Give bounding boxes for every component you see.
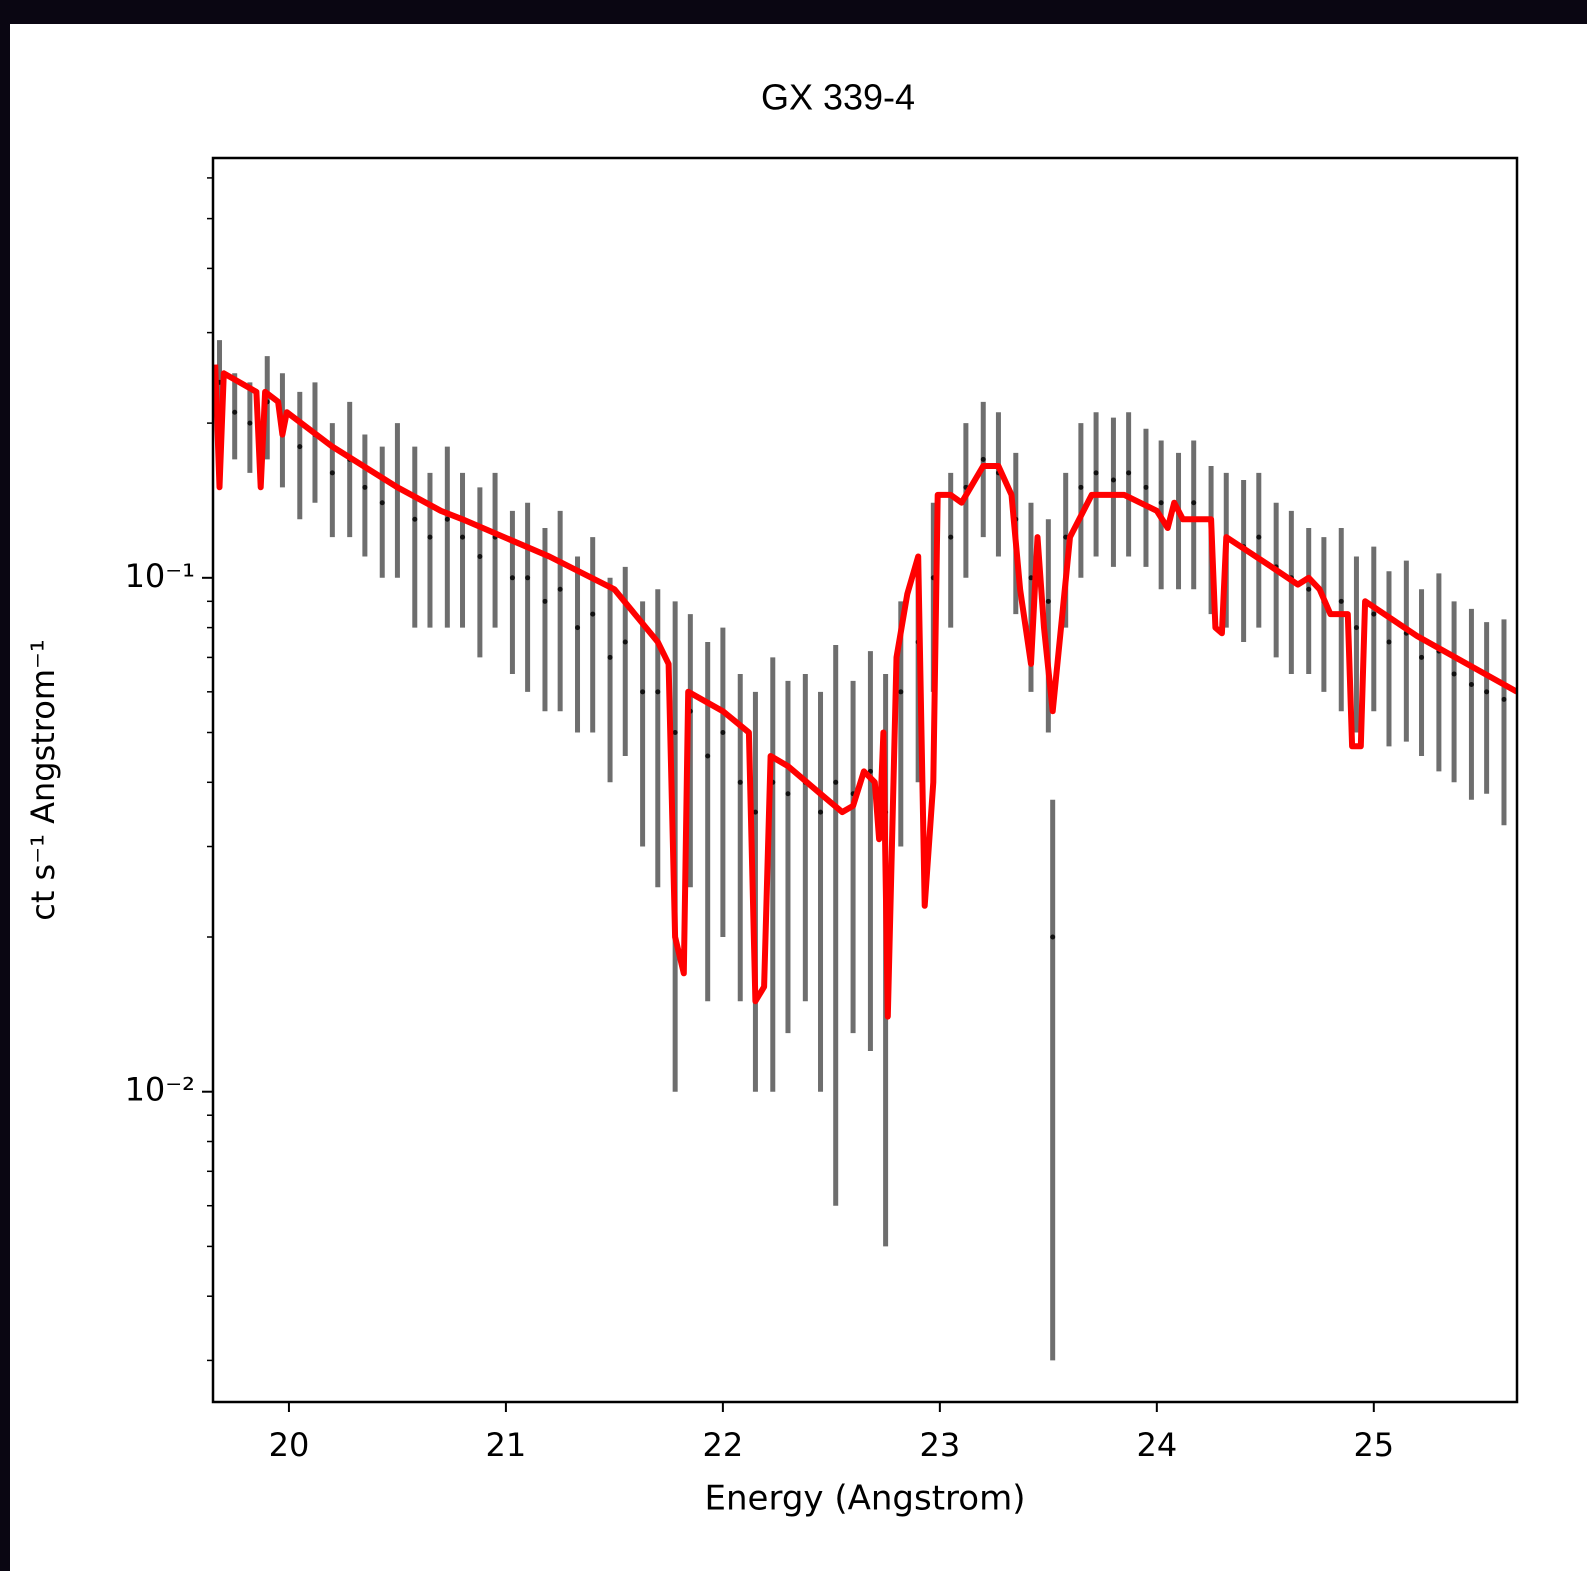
data-point — [785, 791, 791, 797]
x-tick-label: 21 — [486, 1426, 527, 1464]
data-point — [1078, 484, 1084, 490]
data-point — [1371, 611, 1377, 617]
data-point — [379, 500, 385, 506]
x-tick-label: 24 — [1136, 1426, 1177, 1464]
data-point — [590, 611, 596, 617]
chart-title: GX 339-4 — [761, 77, 915, 118]
data-point — [1050, 934, 1056, 940]
x-tick-label: 25 — [1353, 1426, 1394, 1464]
data-point — [672, 730, 678, 736]
x-tick-label: 20 — [269, 1426, 310, 1464]
data-point — [1484, 689, 1490, 695]
data-point — [737, 779, 743, 785]
plot-frame — [211, 156, 1519, 1404]
model-line — [213, 364, 1517, 1020]
plot-area — [213, 340, 1517, 1361]
data-point — [1386, 639, 1392, 645]
data-point — [525, 575, 531, 581]
data-point — [444, 516, 450, 522]
data-point — [1045, 598, 1051, 604]
data-point — [460, 534, 466, 540]
data-point — [1158, 500, 1164, 506]
data-point — [1256, 534, 1262, 540]
y-tick-label: 10⁻¹ — [125, 557, 195, 595]
data-point — [509, 575, 515, 581]
data-point — [412, 516, 418, 522]
data-point — [575, 625, 581, 631]
data-point — [818, 809, 824, 815]
data-point — [1093, 470, 1099, 476]
x-tick-label: 23 — [919, 1426, 960, 1464]
data-point — [833, 779, 839, 785]
data-point — [898, 689, 904, 695]
panel — [10, 24, 1587, 1571]
data-point — [622, 639, 628, 645]
data-point — [232, 409, 238, 415]
data-point — [477, 554, 483, 560]
data-point — [655, 689, 661, 695]
data-point — [1143, 484, 1149, 490]
data-point — [247, 420, 253, 426]
data-point — [948, 534, 954, 540]
data-point — [720, 730, 726, 736]
y-axis-label: ct s⁻¹ Angstrom⁻¹ — [24, 639, 62, 921]
data-point — [1468, 681, 1474, 687]
data-point — [1338, 598, 1344, 604]
data-point — [1419, 654, 1425, 660]
data-point — [297, 444, 303, 450]
x-axis-label: Energy (Angstrom) — [705, 1479, 1026, 1519]
data-point — [705, 753, 711, 759]
data-point — [1501, 696, 1507, 702]
data-point — [1353, 625, 1359, 631]
data-point — [1306, 586, 1312, 592]
data-point — [1028, 575, 1034, 581]
data-point — [1110, 477, 1116, 483]
data-point — [752, 809, 758, 815]
data-point — [980, 456, 986, 462]
data-point — [557, 586, 563, 592]
y-tick-label: 10⁻² — [125, 1071, 195, 1109]
data-point — [640, 689, 646, 695]
data-point — [542, 598, 548, 604]
x-tick-label: 22 — [703, 1426, 744, 1464]
data-point — [329, 470, 335, 476]
data-point — [1451, 671, 1457, 677]
data-point — [427, 534, 433, 540]
data-point — [1126, 470, 1132, 476]
data-point — [1191, 500, 1197, 506]
data-point — [607, 654, 613, 660]
data-point — [362, 484, 368, 490]
